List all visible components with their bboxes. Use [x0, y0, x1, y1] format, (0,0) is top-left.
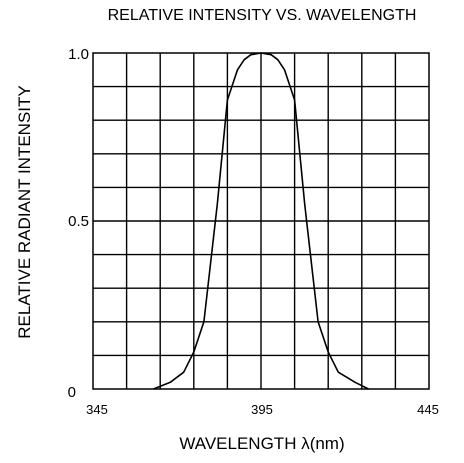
chart-title: RELATIVE INTENSITY VS. WAVELENGTH [108, 7, 417, 24]
x-axis-label: WAVELENGTH λ(nm) [179, 434, 344, 453]
y-tick-label-0.5: 0.5 [68, 213, 89, 230]
y-tick-label-0: 0 [68, 384, 76, 401]
series-line-0 [153, 52, 369, 390]
grid [93, 53, 429, 389]
series-layer [153, 52, 369, 390]
x-tick-label-445: 445 [417, 402, 439, 417]
y-axis-label: RELATIVE RADIANT INTENSITY [15, 85, 34, 338]
x-tick-label-345: 345 [86, 402, 108, 417]
y-tick-label-1.0: 1.0 [68, 46, 89, 63]
x-tick-label-395: 395 [251, 402, 273, 417]
